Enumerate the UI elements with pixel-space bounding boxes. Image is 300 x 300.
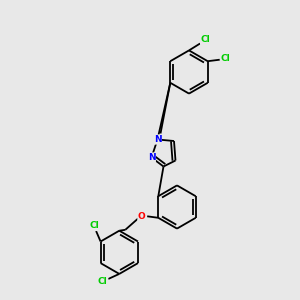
- Text: Cl: Cl: [201, 35, 210, 44]
- Text: Cl: Cl: [98, 277, 108, 286]
- Text: Cl: Cl: [221, 54, 231, 63]
- Text: N: N: [148, 153, 155, 162]
- Text: O: O: [138, 212, 146, 221]
- Text: Cl: Cl: [89, 221, 99, 230]
- Text: N: N: [154, 135, 161, 144]
